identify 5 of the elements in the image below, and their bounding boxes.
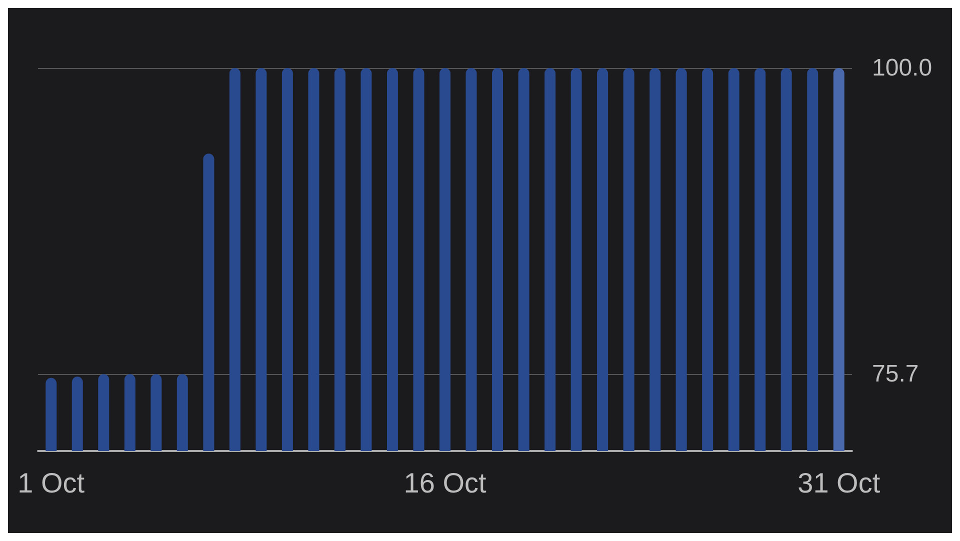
y-tick-label: 75.7 xyxy=(872,360,919,388)
x-tick-label: 31 Oct xyxy=(798,468,880,498)
x-tick-label: 16 Oct xyxy=(404,468,486,498)
x-tick-label: 1 Oct xyxy=(18,468,85,498)
y-tick-label: 100.0 xyxy=(872,54,932,82)
